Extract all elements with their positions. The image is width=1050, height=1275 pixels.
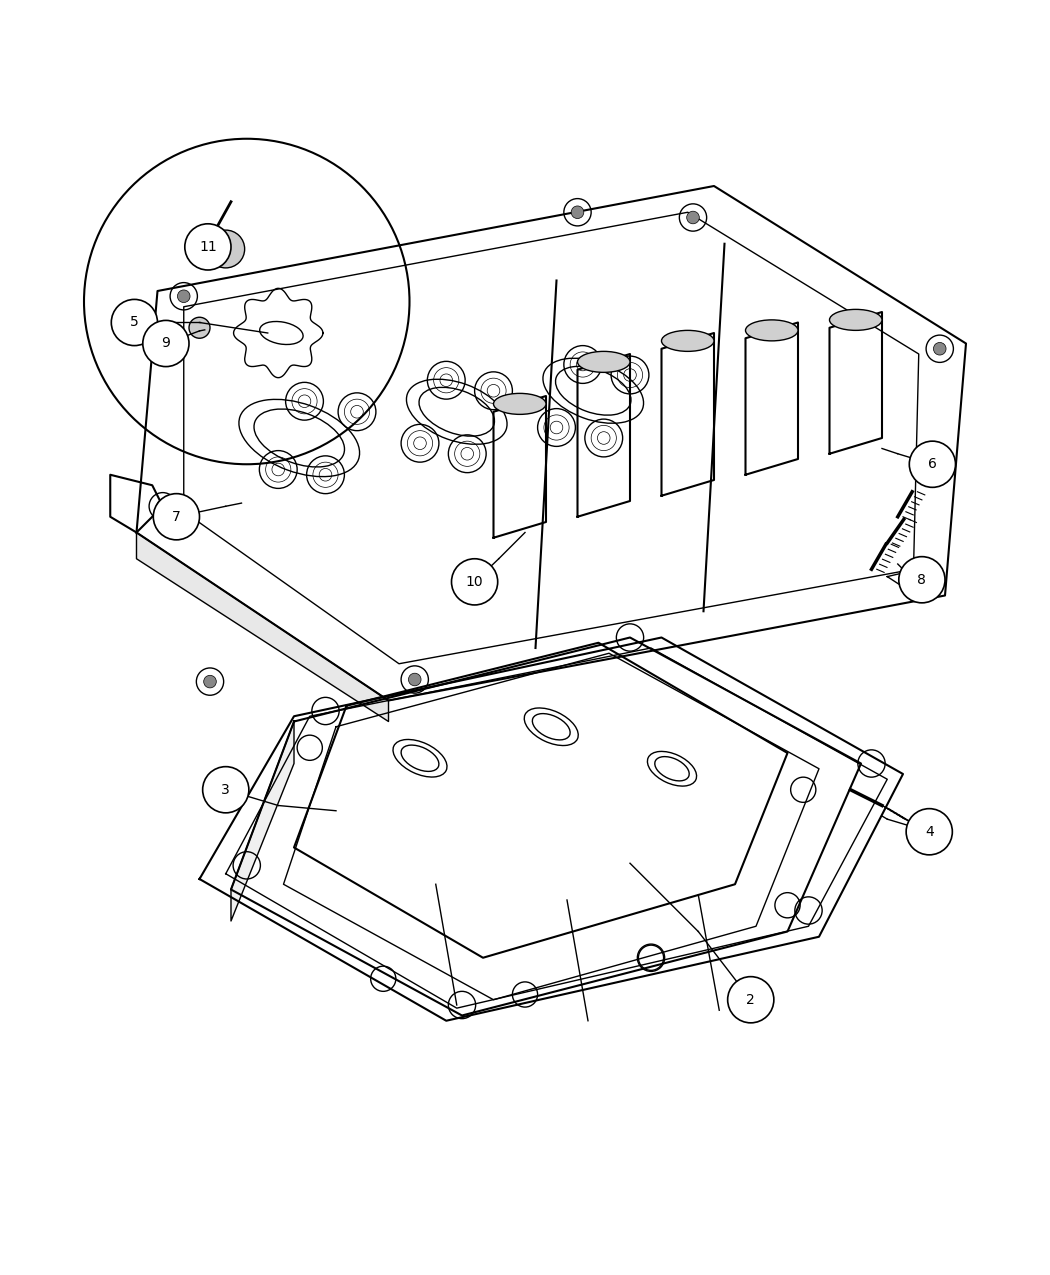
Circle shape (203, 766, 249, 813)
Ellipse shape (578, 352, 630, 372)
Circle shape (687, 212, 699, 224)
Ellipse shape (746, 320, 798, 340)
Circle shape (189, 317, 210, 338)
Text: 5: 5 (130, 315, 139, 329)
Text: 11: 11 (200, 240, 216, 254)
Text: 3: 3 (222, 783, 230, 797)
Circle shape (728, 977, 774, 1023)
Circle shape (111, 300, 158, 346)
Polygon shape (231, 722, 294, 921)
Text: 10: 10 (466, 575, 483, 589)
Circle shape (933, 343, 946, 354)
Text: 4: 4 (925, 825, 933, 839)
Circle shape (408, 673, 421, 686)
Circle shape (571, 207, 584, 218)
Text: 8: 8 (918, 572, 926, 586)
Circle shape (204, 676, 216, 688)
Circle shape (185, 224, 231, 270)
Text: 7: 7 (172, 510, 181, 524)
Circle shape (906, 808, 952, 854)
Text: 9: 9 (162, 337, 170, 351)
Circle shape (899, 557, 945, 603)
Circle shape (177, 289, 190, 302)
Circle shape (207, 230, 245, 268)
Polygon shape (136, 533, 388, 722)
Circle shape (143, 320, 189, 367)
Ellipse shape (662, 330, 714, 352)
Circle shape (909, 441, 956, 487)
Ellipse shape (830, 310, 882, 330)
Circle shape (153, 493, 200, 539)
Circle shape (156, 500, 169, 513)
Text: 2: 2 (747, 993, 755, 1007)
Text: 6: 6 (928, 458, 937, 472)
Circle shape (918, 574, 930, 586)
Circle shape (452, 558, 498, 604)
Ellipse shape (494, 394, 546, 414)
